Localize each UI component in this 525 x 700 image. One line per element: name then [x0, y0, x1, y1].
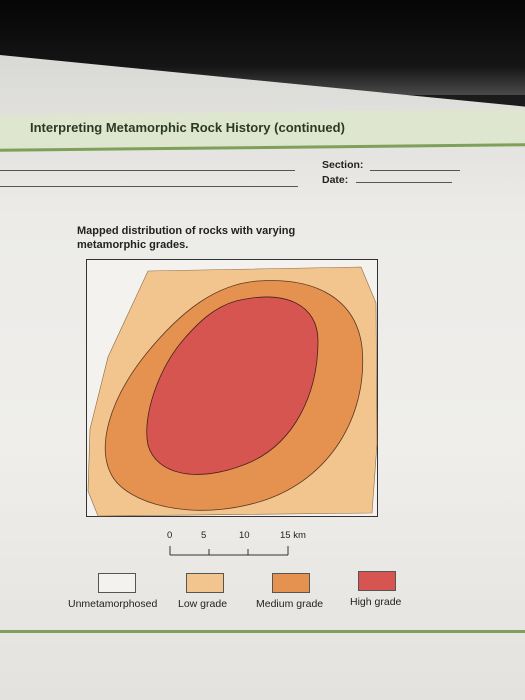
scale-tick-0: 0: [167, 530, 173, 541]
date-line[interactable]: [356, 182, 452, 183]
legend-swatch-high-grade: [358, 571, 396, 591]
metamorphic-map: [86, 259, 378, 517]
legend-label-low-grade: Low grade: [178, 598, 228, 610]
legend-swatch-medium-grade: [272, 573, 310, 593]
high-grade-zone: [146, 296, 319, 475]
section-label: Section:: [322, 159, 364, 171]
scale-bar-line: [169, 546, 289, 556]
name-line-1: [0, 170, 295, 171]
scale-end-label: 15 km: [280, 530, 306, 541]
date-label: Date:: [322, 174, 349, 186]
legend-label-unmetamorphosed: Unmetamorphosed: [68, 598, 158, 610]
page-title: Interpreting Metamorphic Rock History (c…: [30, 120, 345, 135]
legend-swatch-unmetamorphosed: [98, 573, 136, 593]
legend-swatch-low-grade: [186, 573, 224, 593]
legend-label-high-grade: High grade: [350, 596, 402, 608]
scale-tick-5: 5: [201, 530, 207, 541]
legend-label-medium-grade: Medium grade: [256, 598, 324, 610]
scale-bar: 0 5 10 15 km: [160, 530, 330, 560]
bottom-rule: [0, 630, 525, 633]
map-caption: Mapped distribution of rocks with varyin…: [77, 225, 296, 251]
section-line[interactable]: [370, 170, 460, 171]
name-line-2: [0, 186, 298, 187]
scale-tick-10: 10: [239, 530, 250, 541]
